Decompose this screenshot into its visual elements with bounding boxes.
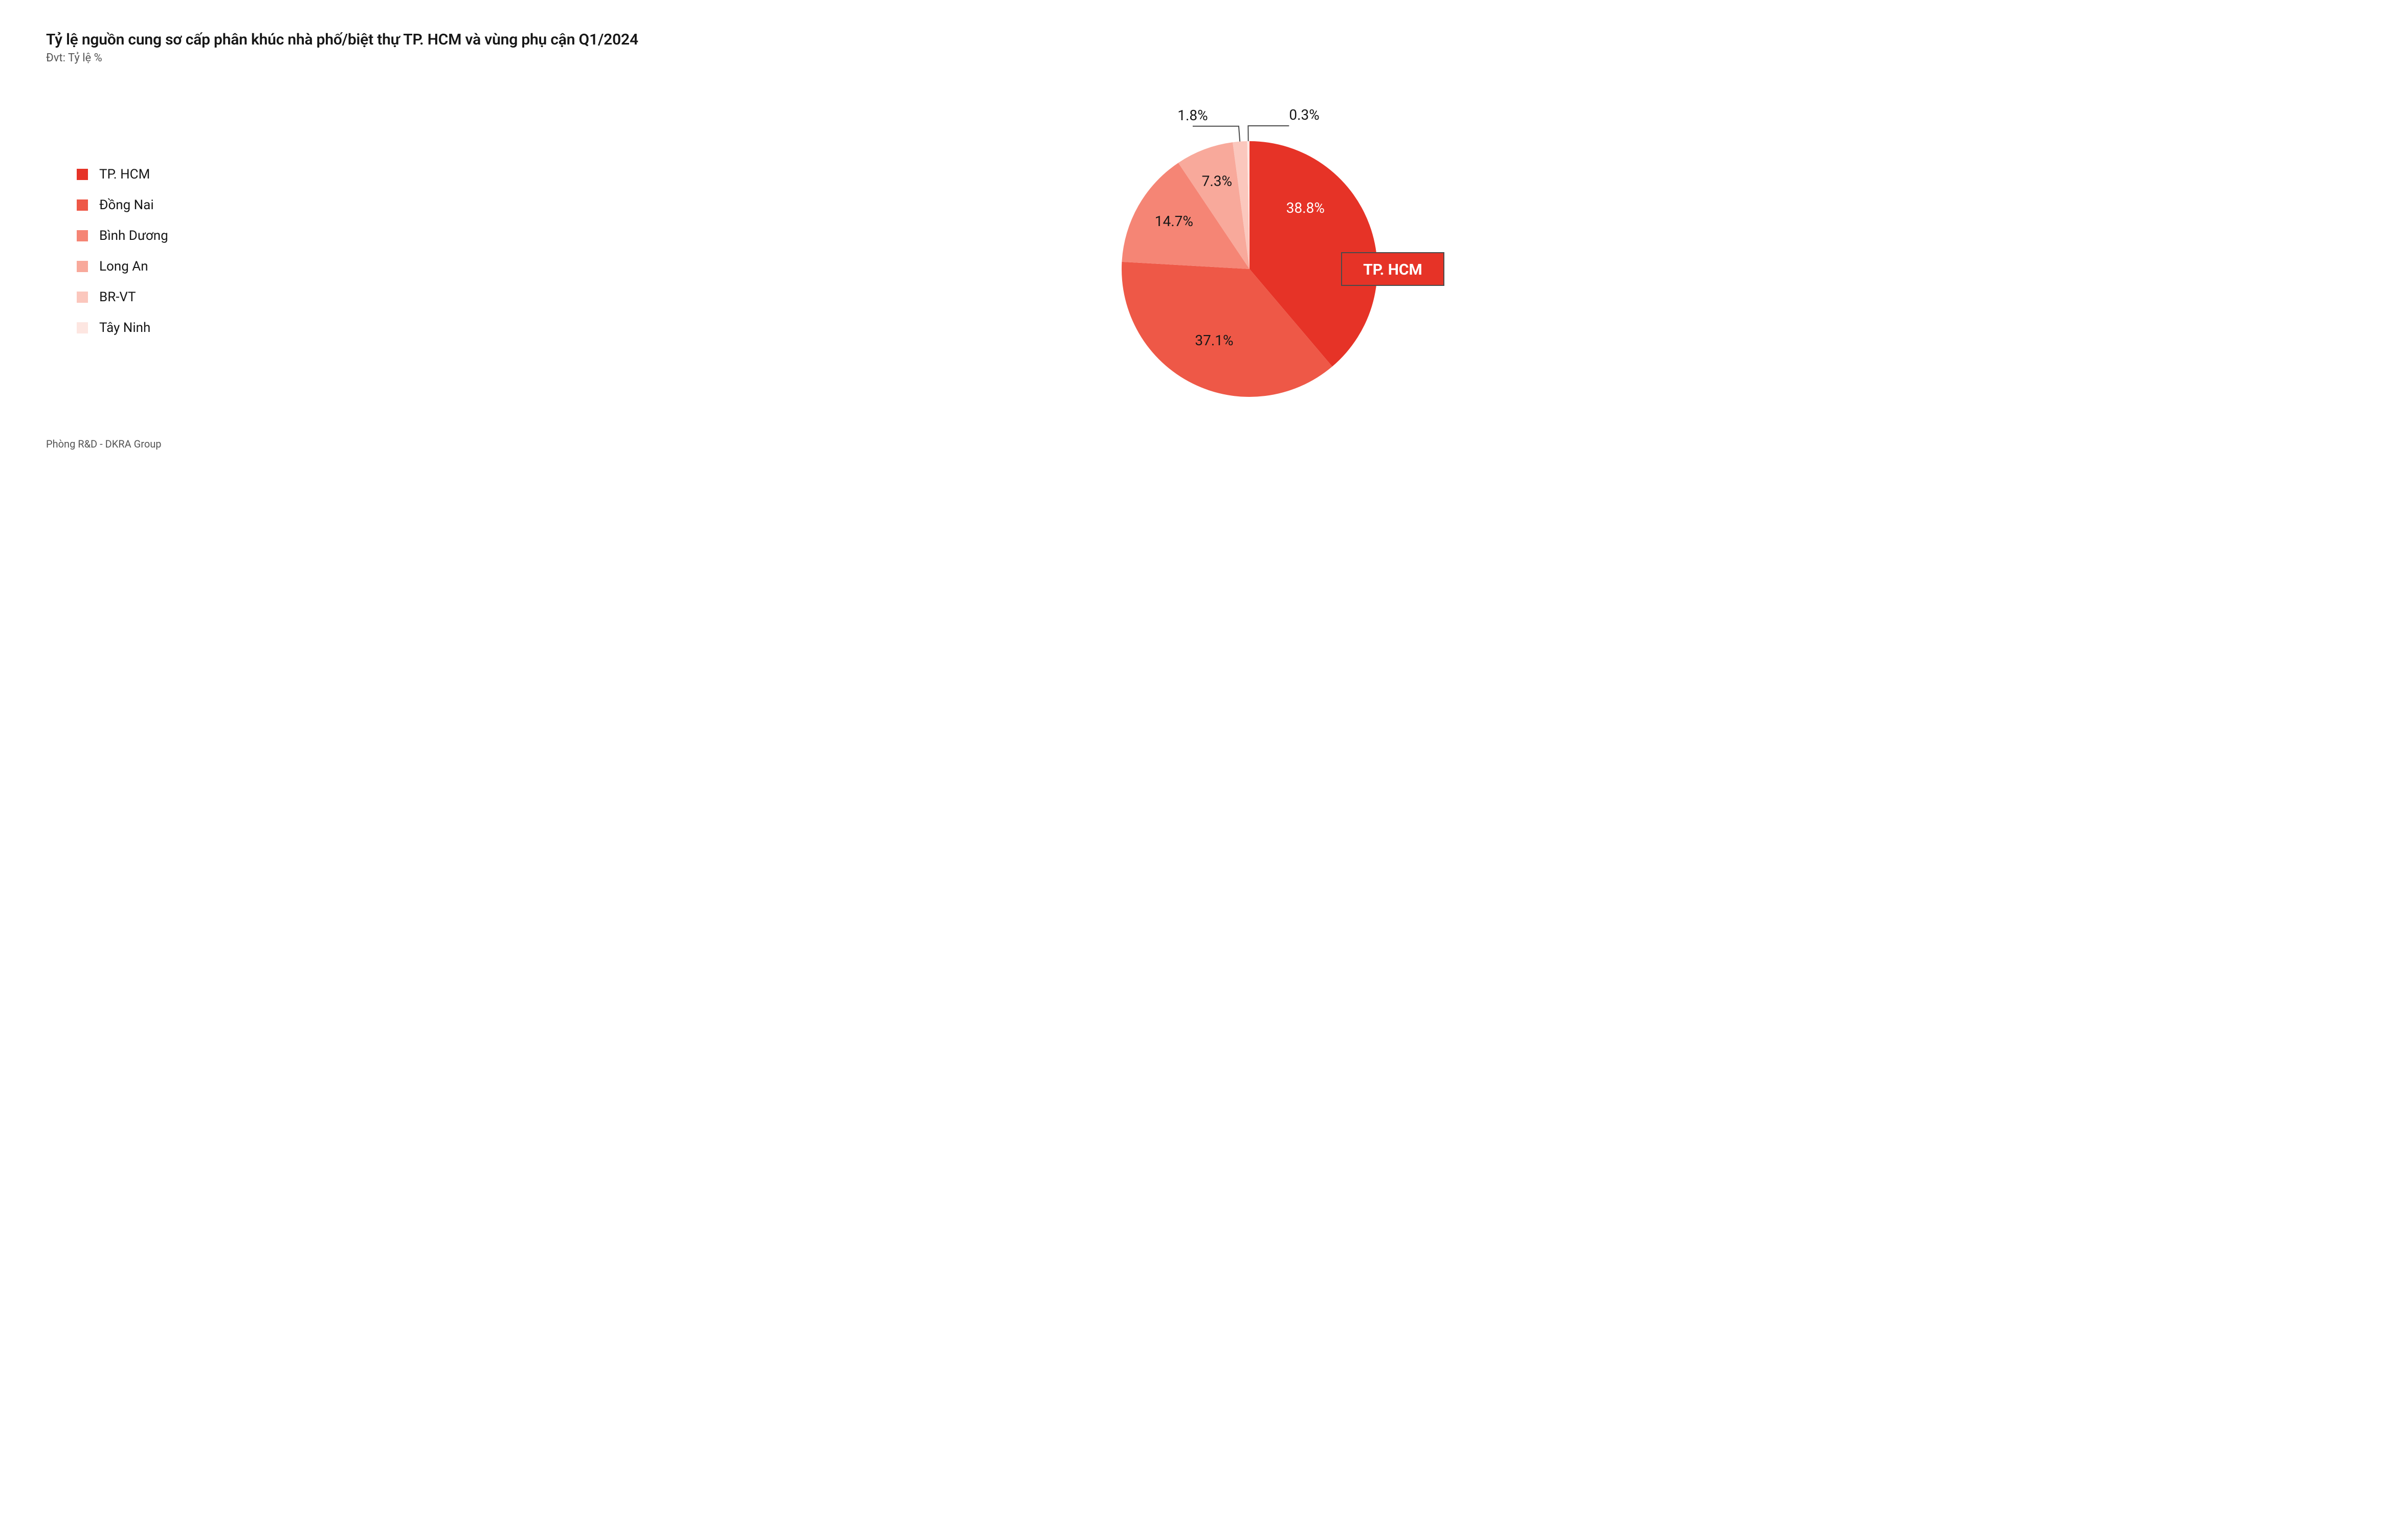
legend-item: Tây Ninh: [77, 320, 168, 336]
legend-swatch: [77, 230, 88, 241]
legend-label: Tây Ninh: [99, 320, 150, 336]
chart-container: Tỷ lệ nguồn cung sơ cấp phân khúc nhà ph…: [0, 0, 2387, 471]
slice-value-label: 38.8%: [1286, 199, 1325, 216]
legend-swatch: [77, 322, 88, 333]
leader-line: [1193, 126, 1240, 142]
chart-body: TP. HCM Đồng Nai Bình Dương Long An BR-VT Tây…: [46, 85, 2341, 412]
legend-label: Bình Dương: [99, 228, 168, 243]
slice-value-label: 0.3%: [1289, 106, 1319, 123]
chart-subtitle: Đvt: Tỷ lệ %: [46, 52, 2341, 64]
legend-item: Bình Dương: [77, 228, 168, 243]
leader-line: [1248, 126, 1289, 141]
legend-swatch: [77, 261, 88, 272]
legend-swatch: [77, 199, 88, 211]
legend-label: BR-VT: [99, 289, 136, 305]
slice-value-label: 14.7%: [1155, 213, 1193, 230]
legend-item: BR-VT: [77, 289, 168, 305]
legend-item: Long An: [77, 259, 168, 274]
slice-value-label: 1.8%: [1177, 107, 1208, 124]
legend-label: Long An: [99, 259, 148, 274]
chart-title: Tỷ lệ nguồn cung sơ cấp phân khúc nhà ph…: [46, 31, 2341, 49]
legend-item: TP. HCM: [77, 167, 168, 182]
legend-swatch: [77, 169, 88, 180]
source-line: Phòng R&D - DKRA Group: [46, 438, 2341, 450]
legend-label: TP. HCM: [99, 167, 150, 182]
legend-swatch: [77, 292, 88, 303]
callout-label: TP. HCM: [1363, 261, 1422, 279]
pie-chart: 38.8% 37.1% 14.7% 7.3% 1.8% 0.3% TP. HCM: [1081, 85, 1449, 412]
legend: TP. HCM Đồng Nai Bình Dương Long An BR-VT Tây…: [46, 146, 168, 351]
slice-value-label: 7.3%: [1202, 173, 1232, 190]
legend-label: Đồng Nai: [99, 197, 154, 213]
pie-chart-wrap: 38.8% 37.1% 14.7% 7.3% 1.8% 0.3% TP. HCM: [189, 85, 2341, 412]
slice-value-label: 37.1%: [1195, 332, 1233, 349]
legend-item: Đồng Nai: [77, 197, 168, 213]
